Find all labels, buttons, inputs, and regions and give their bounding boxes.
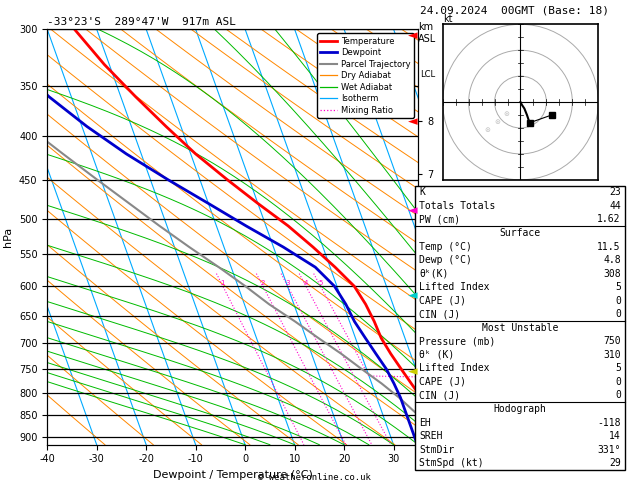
Text: ◄: ◄ bbox=[408, 29, 418, 42]
Text: ◄: ◄ bbox=[408, 115, 418, 128]
Text: $\circledast$: $\circledast$ bbox=[494, 117, 501, 126]
Text: kt: kt bbox=[443, 14, 452, 23]
Text: -33°23'S  289°47'W  917m ASL: -33°23'S 289°47'W 917m ASL bbox=[47, 17, 236, 27]
Text: Pressure (mb): Pressure (mb) bbox=[419, 336, 495, 347]
Text: Dewp (°C): Dewp (°C) bbox=[419, 255, 472, 265]
Text: 24.09.2024  00GMT (Base: 18): 24.09.2024 00GMT (Base: 18) bbox=[420, 6, 609, 16]
Text: CIN (J): CIN (J) bbox=[419, 309, 460, 319]
Text: -118: -118 bbox=[598, 417, 621, 428]
Text: 0: 0 bbox=[615, 295, 621, 306]
Text: 5: 5 bbox=[615, 364, 621, 373]
Text: 331°: 331° bbox=[598, 445, 621, 455]
Text: EH: EH bbox=[419, 417, 431, 428]
Y-axis label: hPa: hPa bbox=[3, 227, 13, 247]
Text: 4.8: 4.8 bbox=[603, 255, 621, 265]
Text: 0: 0 bbox=[615, 309, 621, 319]
Text: Totals Totals: Totals Totals bbox=[419, 201, 495, 211]
Text: Temp (°C): Temp (°C) bbox=[419, 242, 472, 252]
Text: $\circledast$: $\circledast$ bbox=[503, 109, 510, 118]
Text: Hodograph: Hodograph bbox=[493, 404, 547, 414]
Text: SREH: SREH bbox=[419, 431, 442, 441]
Text: 0: 0 bbox=[615, 390, 621, 400]
Text: PW (cm): PW (cm) bbox=[419, 214, 460, 225]
Text: 0: 0 bbox=[615, 377, 621, 387]
Text: 308: 308 bbox=[603, 269, 621, 278]
Text: CAPE (J): CAPE (J) bbox=[419, 377, 466, 387]
Text: 1.62: 1.62 bbox=[598, 214, 621, 225]
Text: 23: 23 bbox=[609, 188, 621, 197]
Text: LCL: LCL bbox=[420, 69, 435, 79]
Text: 44: 44 bbox=[609, 201, 621, 211]
Text: Lifted Index: Lifted Index bbox=[419, 364, 489, 373]
Text: 29: 29 bbox=[609, 458, 621, 468]
Text: ◄: ◄ bbox=[408, 365, 418, 378]
Legend: Temperature, Dewpoint, Parcel Trajectory, Dry Adiabat, Wet Adiabat, Isotherm, Mi: Temperature, Dewpoint, Parcel Trajectory… bbox=[317, 34, 414, 118]
Text: 4: 4 bbox=[304, 280, 308, 286]
Text: CAPE (J): CAPE (J) bbox=[419, 295, 466, 306]
Text: CIN (J): CIN (J) bbox=[419, 390, 460, 400]
Text: km: km bbox=[418, 22, 433, 32]
Text: Lifted Index: Lifted Index bbox=[419, 282, 489, 292]
Text: θᵏ(K): θᵏ(K) bbox=[419, 269, 448, 278]
Text: ◄: ◄ bbox=[408, 289, 418, 302]
Text: 14: 14 bbox=[609, 431, 621, 441]
Text: 2: 2 bbox=[261, 280, 265, 286]
Text: StmDir: StmDir bbox=[419, 445, 454, 455]
Text: 310: 310 bbox=[603, 350, 621, 360]
Text: K: K bbox=[419, 188, 425, 197]
Text: © weatheronline.co.uk: © weatheronline.co.uk bbox=[258, 473, 371, 482]
Text: 11.5: 11.5 bbox=[598, 242, 621, 252]
Text: Most Unstable: Most Unstable bbox=[482, 323, 558, 333]
Text: ◄: ◄ bbox=[408, 205, 418, 218]
Text: Surface: Surface bbox=[499, 228, 540, 238]
Text: 5: 5 bbox=[615, 282, 621, 292]
Text: 3: 3 bbox=[286, 280, 290, 286]
Text: θᵏ (K): θᵏ (K) bbox=[419, 350, 454, 360]
Text: ASL: ASL bbox=[418, 34, 437, 44]
Text: $\circledast$: $\circledast$ bbox=[484, 125, 491, 134]
Text: 1: 1 bbox=[221, 280, 225, 286]
X-axis label: Dewpoint / Temperature (°C): Dewpoint / Temperature (°C) bbox=[153, 470, 313, 480]
Text: 750: 750 bbox=[603, 336, 621, 347]
Text: 5: 5 bbox=[318, 280, 323, 286]
Text: Mixing Ratio (g/kg): Mixing Ratio (g/kg) bbox=[462, 194, 471, 280]
Text: StmSpd (kt): StmSpd (kt) bbox=[419, 458, 484, 468]
